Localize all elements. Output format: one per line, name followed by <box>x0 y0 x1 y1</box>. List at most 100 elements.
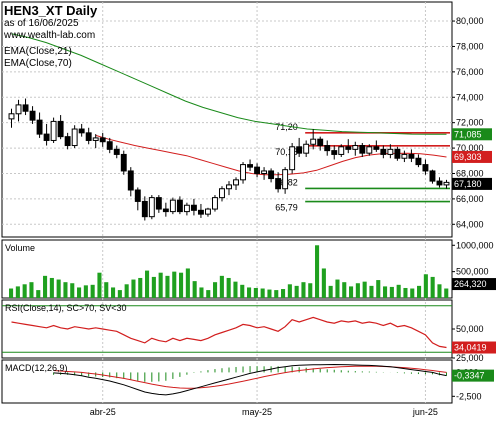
candle-body <box>408 153 415 159</box>
x-tick-label: abr-25 <box>90 407 116 417</box>
last-value-badge <box>452 150 492 163</box>
ema-slow-label: EMA(Close,70) <box>4 58 72 69</box>
volume-bar <box>376 280 381 298</box>
candle-body <box>429 170 436 182</box>
volume-bar <box>267 289 272 298</box>
chart-subtitle: as of 16/06/2025 <box>4 18 79 29</box>
volume-bar <box>131 279 136 298</box>
y-tick-label: 72,000 <box>456 118 484 128</box>
macd-line <box>53 363 447 396</box>
volume-bar <box>151 276 156 298</box>
candle-body <box>212 197 218 210</box>
volume-bar <box>342 282 347 298</box>
chart-title: HEN3_XT Daily <box>4 3 98 18</box>
candle-body <box>387 148 394 155</box>
pane-rsi <box>1 299 453 359</box>
rsi-y-tick-label: 50,000 <box>456 324 484 334</box>
y-tick-label: 74,000 <box>456 92 484 102</box>
volume-bar <box>70 283 75 298</box>
last-value-badge <box>452 128 492 141</box>
volume-bar <box>172 271 177 298</box>
y-tick-label: 76,000 <box>456 67 484 77</box>
volume-bar <box>219 275 224 298</box>
candle-body <box>162 208 169 213</box>
candle-body <box>219 188 225 199</box>
volume-bar <box>90 284 95 298</box>
volume-bar <box>199 287 204 298</box>
volume-bar <box>423 274 428 298</box>
volume-bar <box>308 283 313 298</box>
candle-body <box>15 104 22 115</box>
volume-y-tick-label: 500,000 <box>456 267 489 277</box>
candle-body <box>268 170 275 180</box>
volume-bar <box>444 288 449 298</box>
volume-bar <box>287 284 292 298</box>
candle-body <box>148 197 155 218</box>
candle-body <box>169 199 176 213</box>
volume-bar <box>29 282 34 298</box>
last-value-label: 67,180 <box>454 179 482 189</box>
volume-bar <box>410 288 415 298</box>
volume-bar <box>260 288 265 298</box>
volume-bar <box>36 290 41 298</box>
candle-body <box>310 138 317 145</box>
candle-body <box>85 132 92 141</box>
volume-bar <box>185 268 190 298</box>
macd-last-badge <box>452 369 494 382</box>
rsi-line <box>11 316 447 349</box>
volume-y-tick-label: 1000,000 <box>456 240 494 250</box>
support-line-label: 65,79 <box>275 203 298 213</box>
candle-body <box>338 146 345 155</box>
macd-last-label: -0,3347 <box>454 371 485 381</box>
macd-title: MACD(12,26,9) <box>5 363 68 373</box>
candle-body <box>29 110 36 121</box>
candle-body <box>331 150 338 155</box>
candle-body <box>373 146 380 150</box>
candle-body <box>422 164 429 172</box>
volume-bar <box>56 279 61 298</box>
y-tick-label: 70,000 <box>456 143 484 153</box>
ema-slow-line <box>11 33 447 135</box>
rsi-title: RSI(Close,14), SC>70, SV<30 <box>5 303 127 313</box>
candle-body <box>261 170 268 174</box>
volume-bar <box>247 287 252 298</box>
volume-bar <box>77 287 82 298</box>
candle-body <box>401 153 408 159</box>
volume-title: Volume <box>5 243 35 253</box>
candle-body <box>240 164 246 181</box>
x-tick-label: may-25 <box>242 407 272 417</box>
volume-bar <box>369 285 374 298</box>
candle-body <box>43 133 50 141</box>
volume-bar <box>138 277 143 298</box>
volume-bar <box>63 282 68 298</box>
candle-body <box>155 197 162 210</box>
volume-bar <box>165 275 170 298</box>
candle-body <box>106 141 113 150</box>
volume-bar <box>43 275 48 298</box>
candle-body <box>226 184 232 190</box>
volume-bar <box>124 284 129 298</box>
candle-body <box>317 138 324 147</box>
volume-bar <box>226 277 231 298</box>
candle-body <box>233 179 239 186</box>
volume-bar <box>355 283 360 298</box>
candle-body <box>275 178 282 190</box>
candle-body <box>120 153 127 172</box>
volume-bar <box>321 268 326 298</box>
volume-bar <box>274 290 279 298</box>
x-tick-label: jun-25 <box>412 407 438 417</box>
volume-bar <box>281 289 286 298</box>
candle-body <box>345 146 352 150</box>
macd-y-tick-label: -2,500 <box>456 391 482 401</box>
y-tick-label: 68,000 <box>456 168 484 178</box>
candle-body <box>22 104 29 112</box>
volume-bar <box>117 290 122 298</box>
ema-fast-label: EMA(Close,21) <box>4 46 72 57</box>
volume-bar <box>315 245 320 298</box>
volume-bar <box>233 281 238 298</box>
volume-bar <box>111 287 116 298</box>
volume-last-badge <box>452 278 496 291</box>
candle-body <box>134 189 141 202</box>
candle-body <box>71 128 78 147</box>
